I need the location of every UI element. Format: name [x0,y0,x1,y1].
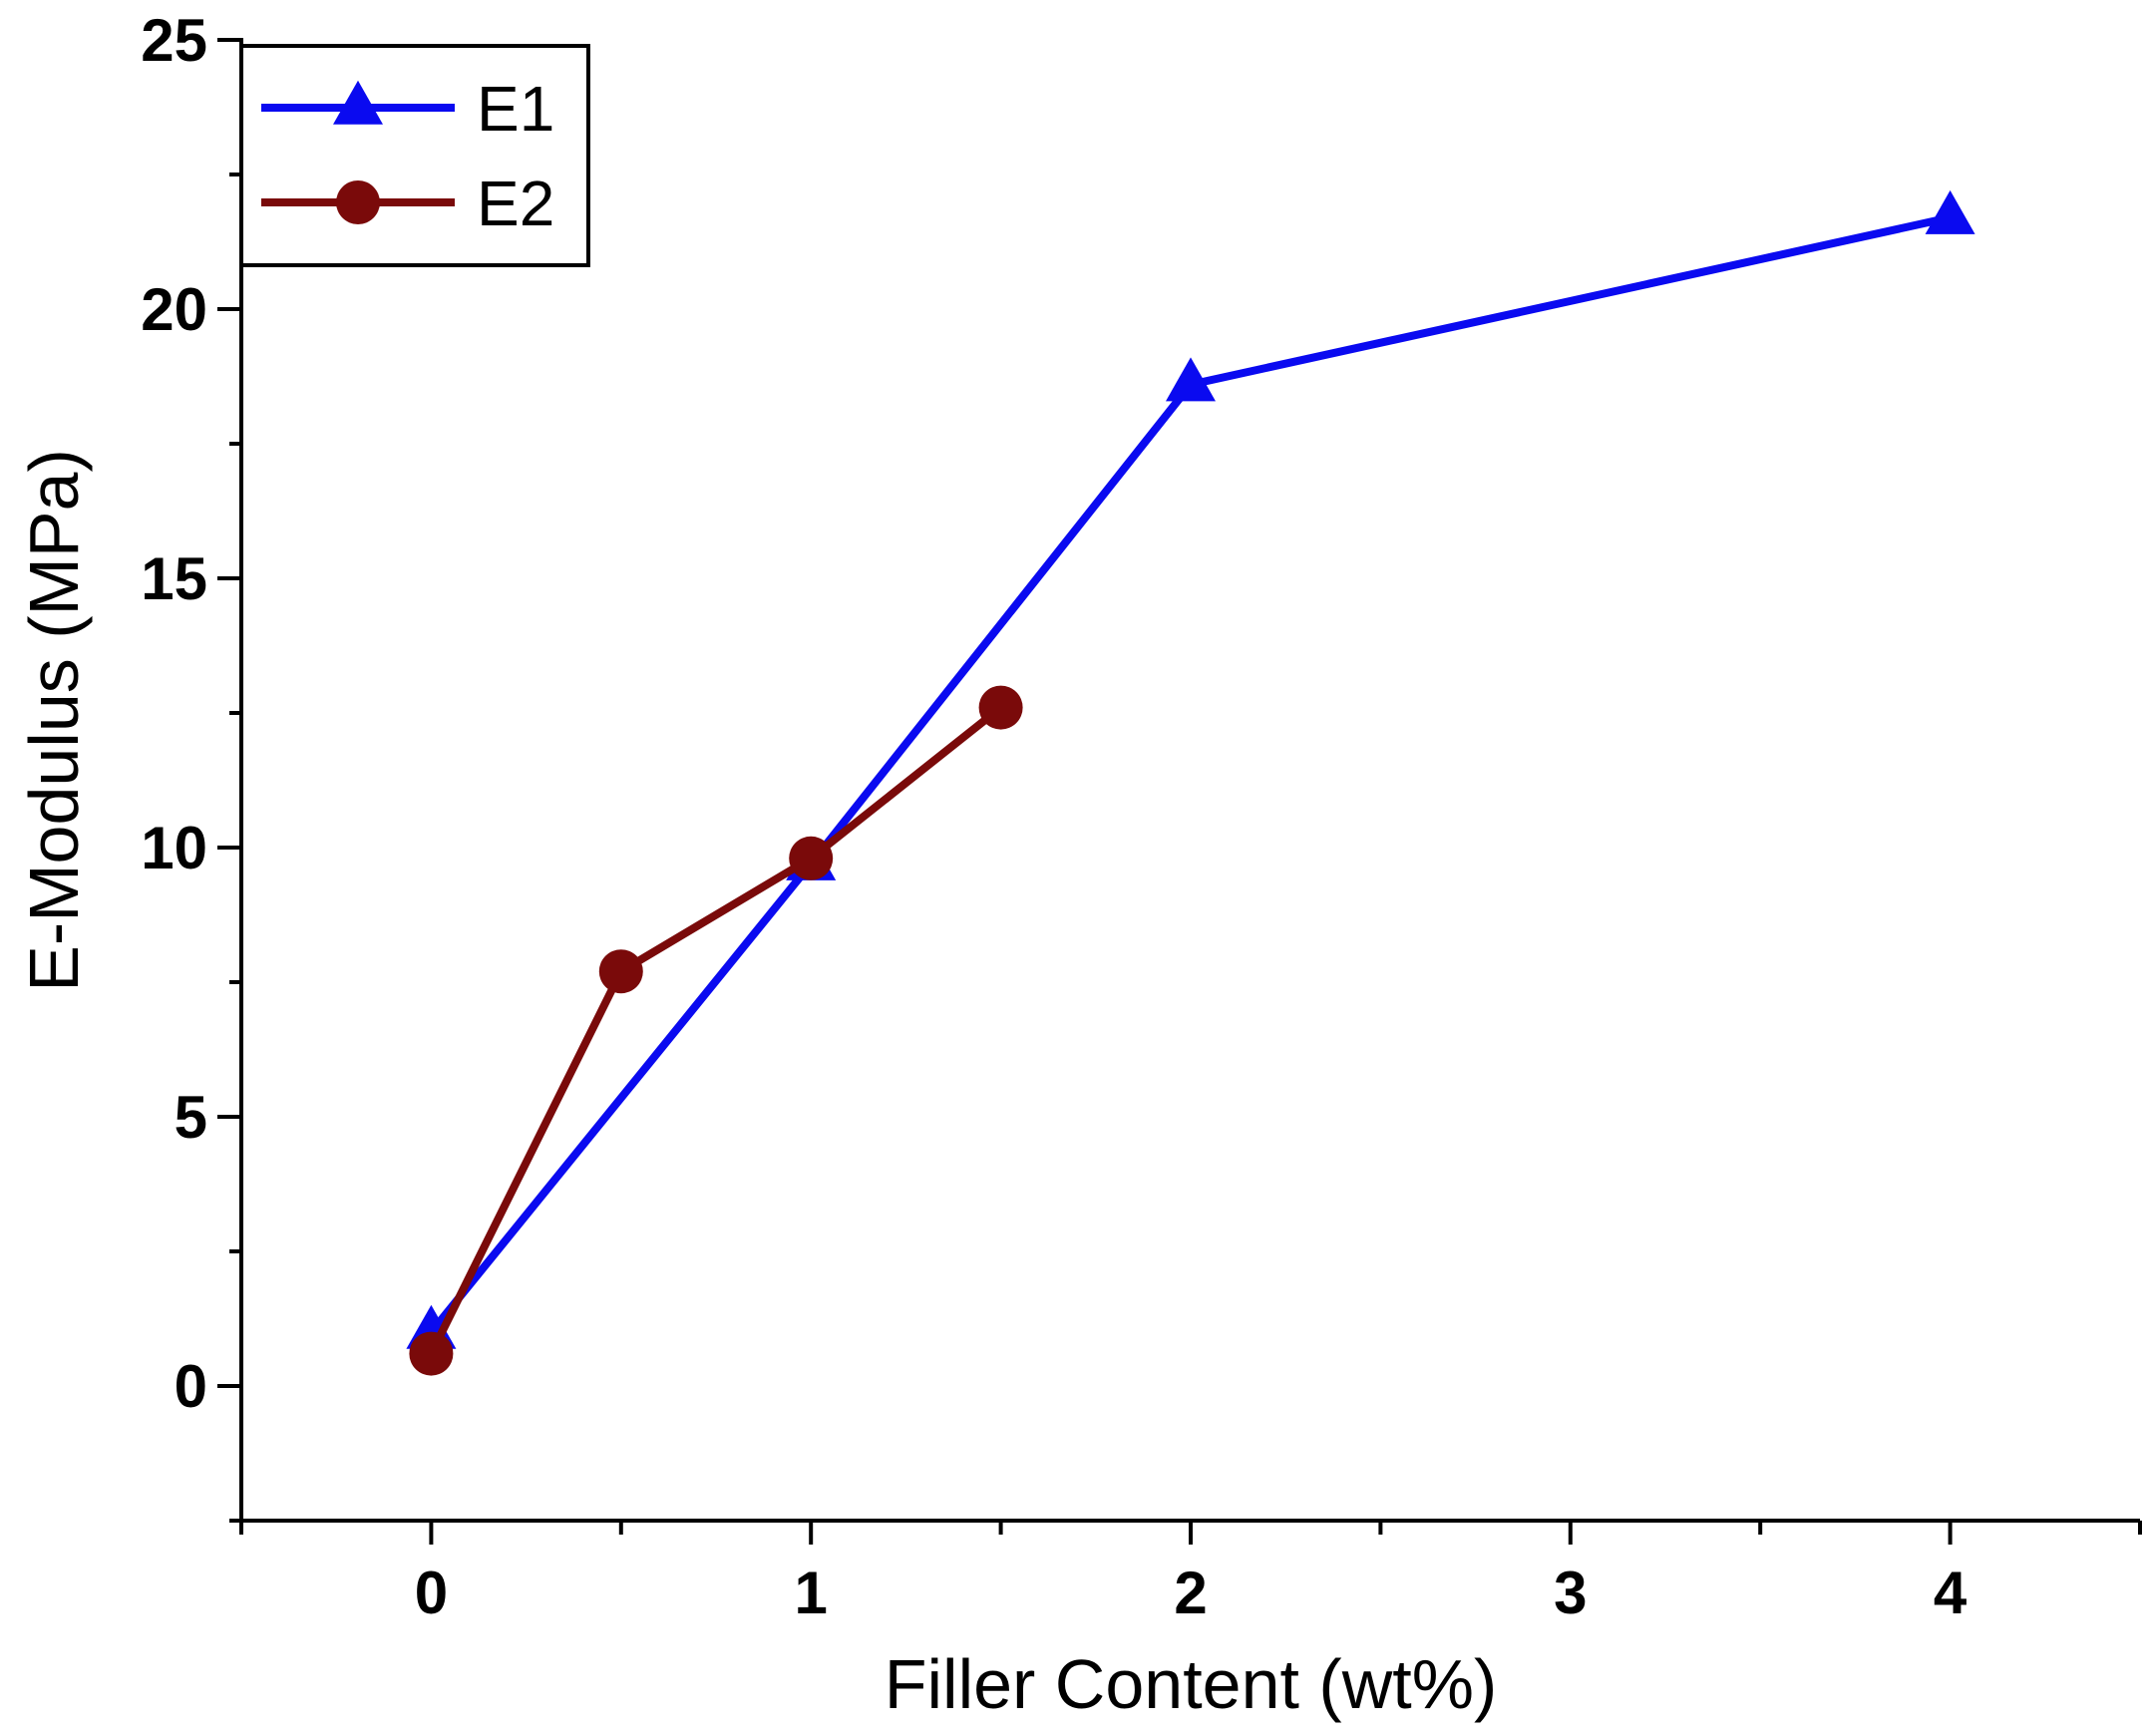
series-line [427,704,1004,1356]
data-point [598,949,643,994]
data-point [409,1331,454,1376]
data-point [1166,357,1216,402]
axes: 0 5 10 15 20 25 0 1 2 3 4 [141,7,2142,1626]
y-tick-label: 5 [175,1084,207,1151]
y-tick-label: 20 [141,276,207,343]
y-tick-label: 25 [141,7,207,74]
x-tick-label: 2 [1174,1560,1207,1626]
y-tick-label: 10 [141,815,207,881]
x-tick-label: 3 [1554,1560,1587,1626]
legend-label: E2 [477,168,554,239]
x-tick-label: 0 [415,1560,448,1626]
y-tick-label: 0 [175,1353,207,1420]
series-e1 [406,189,1975,1349]
y-tick-label: 15 [141,545,207,612]
series-line [428,213,1952,1335]
y-axis-title: E-Modulus (MPa) [15,449,93,992]
x-tick-label: 4 [1934,1560,1967,1626]
legend-marker [336,180,380,224]
legend-marker [333,80,383,125]
legend-box [239,44,590,267]
plot-series [406,189,1975,1376]
x-axis-title: Filler Content (wt%) [885,1645,1498,1723]
x-tick-label: 1 [795,1560,828,1626]
data-point [1925,189,1975,234]
legend-label: E1 [477,73,554,145]
data-point [789,836,834,880]
series-e2 [409,685,1023,1376]
data-point [978,685,1023,730]
